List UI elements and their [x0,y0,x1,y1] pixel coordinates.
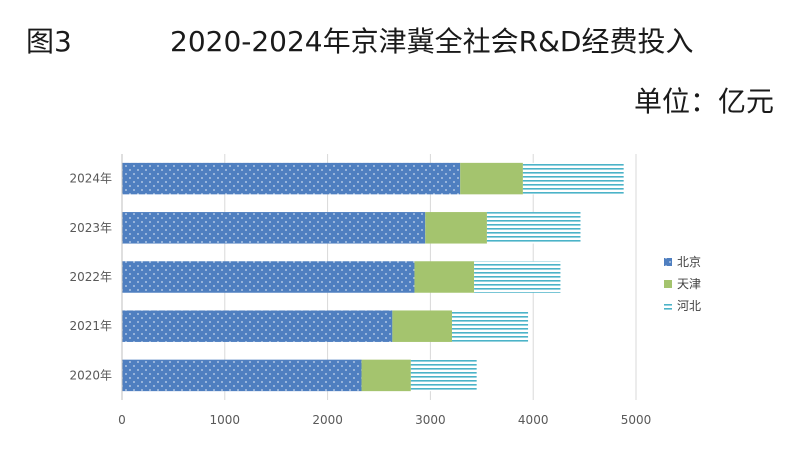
unit-label: 单位：亿元 [633,85,774,118]
legend-label-3: 河北 [677,299,701,313]
legend-swatch-2 [664,280,672,288]
y-tick-label: 2020年 [69,368,112,382]
x-tick-label: 4000 [518,413,549,427]
bar-segment-2-row-4 [392,310,452,342]
legend-swatch-1 [664,258,672,266]
bar-segment-3-row-5 [410,359,477,392]
figure-label: 图3 [26,25,72,58]
chart-title: 2020-2024年京津冀全社会R&D经费投入 [170,25,694,58]
x-tick-label: 2000 [312,413,343,427]
y-tick-label: 2021年 [69,319,112,333]
bar-segment-3-row-4 [451,310,529,342]
bar-segment-1-row-1 [122,162,461,195]
y-tick-label: 2023年 [69,221,112,235]
x-tick-label: 1000 [210,413,241,427]
legend-label-1: 北京 [677,255,701,269]
bars [122,162,624,392]
bar-segment-3-row-2 [486,212,581,244]
legend-swatch-3 [664,302,672,310]
bar-segment-1-row-5 [122,359,362,392]
axes: 0 1000 2000 3000 4000 5000 2024年 2023年 2022年 2021… [69,154,651,427]
y-tick-label: 2024年 [69,172,112,186]
bar-segment-1-row-4 [122,310,393,342]
x-tick-label: 0 [118,413,126,427]
bar-segment-3-row-1 [522,162,624,195]
x-tick-label: 3000 [415,413,446,427]
y-tick-label: 2022年 [69,270,112,284]
bar-segment-2-row-5 [361,359,411,392]
x-tick-label: 5000 [621,413,652,427]
bar-segment-1-row-2 [122,212,426,244]
legend-label-2: 天津 [677,277,701,291]
bar-segment-3-row-3 [474,261,561,293]
bar-segment-2-row-1 [460,162,523,195]
bar-segment-1-row-3 [122,261,415,293]
bar-segment-2-row-2 [425,212,487,244]
bar-segment-2-row-3 [414,261,475,293]
